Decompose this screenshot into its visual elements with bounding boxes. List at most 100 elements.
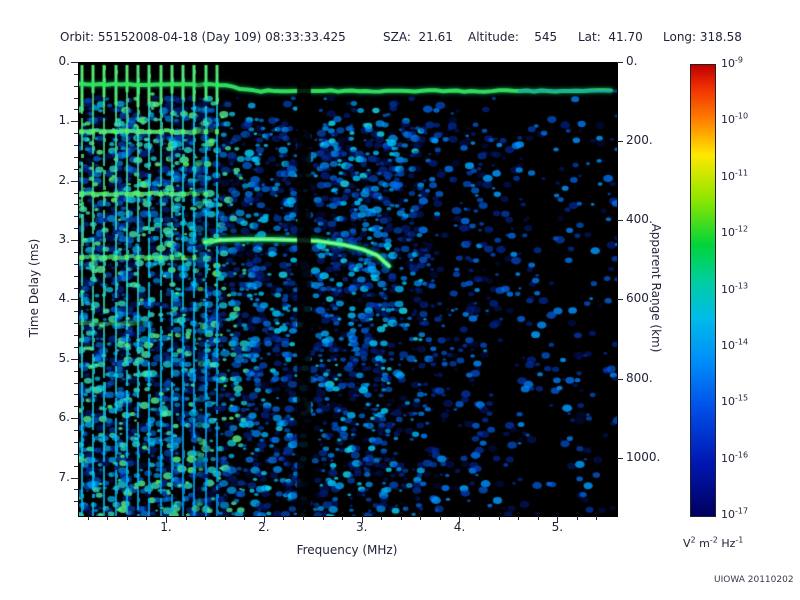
header-item: Orbit: 5515 — [60, 30, 129, 44]
y-minor-tick — [74, 489, 78, 491]
y-tick-label: 5. — [58, 350, 70, 365]
x-tick-label: 5. — [551, 520, 564, 534]
x-minor-tick — [342, 516, 344, 520]
y-minor-tick — [74, 453, 78, 455]
y-tick-label: 4. — [58, 291, 70, 306]
range-tick-label: 200. — [626, 133, 653, 148]
range-tick-label: 600. — [626, 291, 653, 306]
x-tick-label: 3. — [355, 520, 368, 534]
y-minor-tick — [74, 145, 78, 147]
x-minor-tick — [87, 516, 89, 520]
x-minor-tick — [537, 516, 539, 520]
y-tick-label: 7. — [58, 469, 70, 484]
header-item: 2008-04-18 (Day 109) 08:33:33.425 — [128, 30, 346, 44]
x-minor-tick — [283, 516, 285, 520]
range-tick-label: 0. — [626, 54, 638, 68]
y-minor-tick — [74, 394, 78, 396]
y-minor-tick — [74, 311, 78, 313]
x-minor-tick — [107, 516, 109, 520]
x-minor-tick — [400, 516, 402, 520]
y-tick-mark — [71, 121, 78, 123]
x-minor-tick — [126, 516, 128, 520]
y-tick-label: 6. — [58, 410, 70, 425]
y-minor-tick — [74, 73, 78, 75]
x-tick-label: 2. — [258, 520, 270, 534]
y-minor-tick — [74, 406, 78, 408]
x-minor-tick — [224, 516, 226, 520]
right-axis-title: Apparent Range (km) — [649, 223, 663, 353]
colorbar-tick-label: 10-11 — [721, 168, 749, 183]
y-tick-label: 0. — [58, 54, 70, 68]
header-item: Lat: 41.70 — [578, 30, 643, 44]
y-minor-tick — [74, 192, 78, 194]
y-minor-tick — [74, 323, 78, 325]
spectrogram-plot — [78, 62, 618, 517]
range-tick-mark — [617, 378, 623, 380]
y-tick-mark — [71, 418, 78, 420]
x-tick-mark — [557, 516, 559, 523]
y-minor-tick — [74, 430, 78, 432]
y-minor-tick — [74, 501, 78, 503]
y-minor-tick — [74, 97, 78, 99]
x-tick-mark — [459, 516, 461, 523]
x-minor-tick — [381, 516, 383, 520]
x-tick-mark — [361, 516, 363, 523]
y-minor-tick — [74, 287, 78, 289]
y-minor-tick — [74, 346, 78, 348]
colorbar-units: V2 m-2 Hz-1 — [683, 535, 744, 550]
y-tick-mark — [71, 299, 78, 301]
y-minor-tick — [74, 370, 78, 372]
x-minor-tick — [498, 516, 500, 520]
x-axis-title: Frequency (MHz) — [296, 543, 398, 557]
range-tick-mark — [617, 62, 623, 63]
range-tick-mark — [617, 457, 623, 459]
range-tick-label: 400. — [626, 212, 653, 227]
x-minor-tick — [302, 516, 304, 520]
y-minor-tick — [74, 216, 78, 218]
x-tick-label: 1. — [160, 520, 172, 534]
y-tick-label: 1. — [58, 113, 70, 128]
y-minor-tick — [74, 85, 78, 87]
colorbar-tick-label: 10-10 — [721, 111, 749, 127]
colorbar-tick-label: 10-15 — [721, 393, 749, 409]
spectrogram-canvas — [79, 63, 617, 516]
range-tick-mark — [617, 220, 623, 222]
y-minor-tick — [74, 251, 78, 253]
credit-text: UIOWA 20110202 — [714, 575, 794, 585]
y-tick-mark — [71, 477, 78, 479]
range-tick-label: 800. — [626, 370, 653, 385]
y-tick-label: 2. — [58, 172, 70, 187]
x-minor-tick — [479, 516, 481, 520]
y-minor-tick — [74, 335, 78, 337]
y-minor-tick — [74, 228, 78, 230]
y-minor-tick — [74, 168, 78, 170]
x-minor-tick — [576, 516, 578, 520]
y-minor-tick — [74, 275, 78, 277]
y-axis-title: Time Delay (ms) — [27, 238, 41, 338]
y-minor-tick — [74, 382, 78, 384]
colorbar-tick-label: 10-17 — [721, 506, 749, 521]
y-minor-tick — [74, 263, 78, 265]
range-tick-mark — [617, 299, 623, 301]
x-tick-label: 4. — [453, 520, 466, 534]
y-minor-tick — [74, 465, 78, 467]
colorbar-tick-label: 10-9 — [721, 55, 743, 70]
x-minor-tick — [420, 516, 422, 520]
y-minor-tick — [74, 133, 78, 135]
y-tick-mark — [71, 358, 78, 360]
x-tick-mark — [166, 516, 168, 523]
x-minor-tick — [185, 516, 187, 520]
y-tick-label: 3. — [58, 232, 70, 247]
x-minor-tick — [518, 516, 520, 520]
y-minor-tick — [74, 441, 78, 443]
y-tick-mark — [71, 240, 78, 242]
colorbar-tick-label: 10-13 — [721, 280, 749, 296]
header-item: SZA: 21.61 — [383, 30, 453, 44]
x-minor-tick — [205, 516, 207, 520]
header-item: Altitude: 545 — [468, 30, 558, 44]
x-minor-tick — [146, 516, 148, 520]
range-tick-mark — [617, 141, 623, 143]
y-minor-tick — [74, 156, 78, 158]
x-tick-mark — [263, 516, 265, 523]
